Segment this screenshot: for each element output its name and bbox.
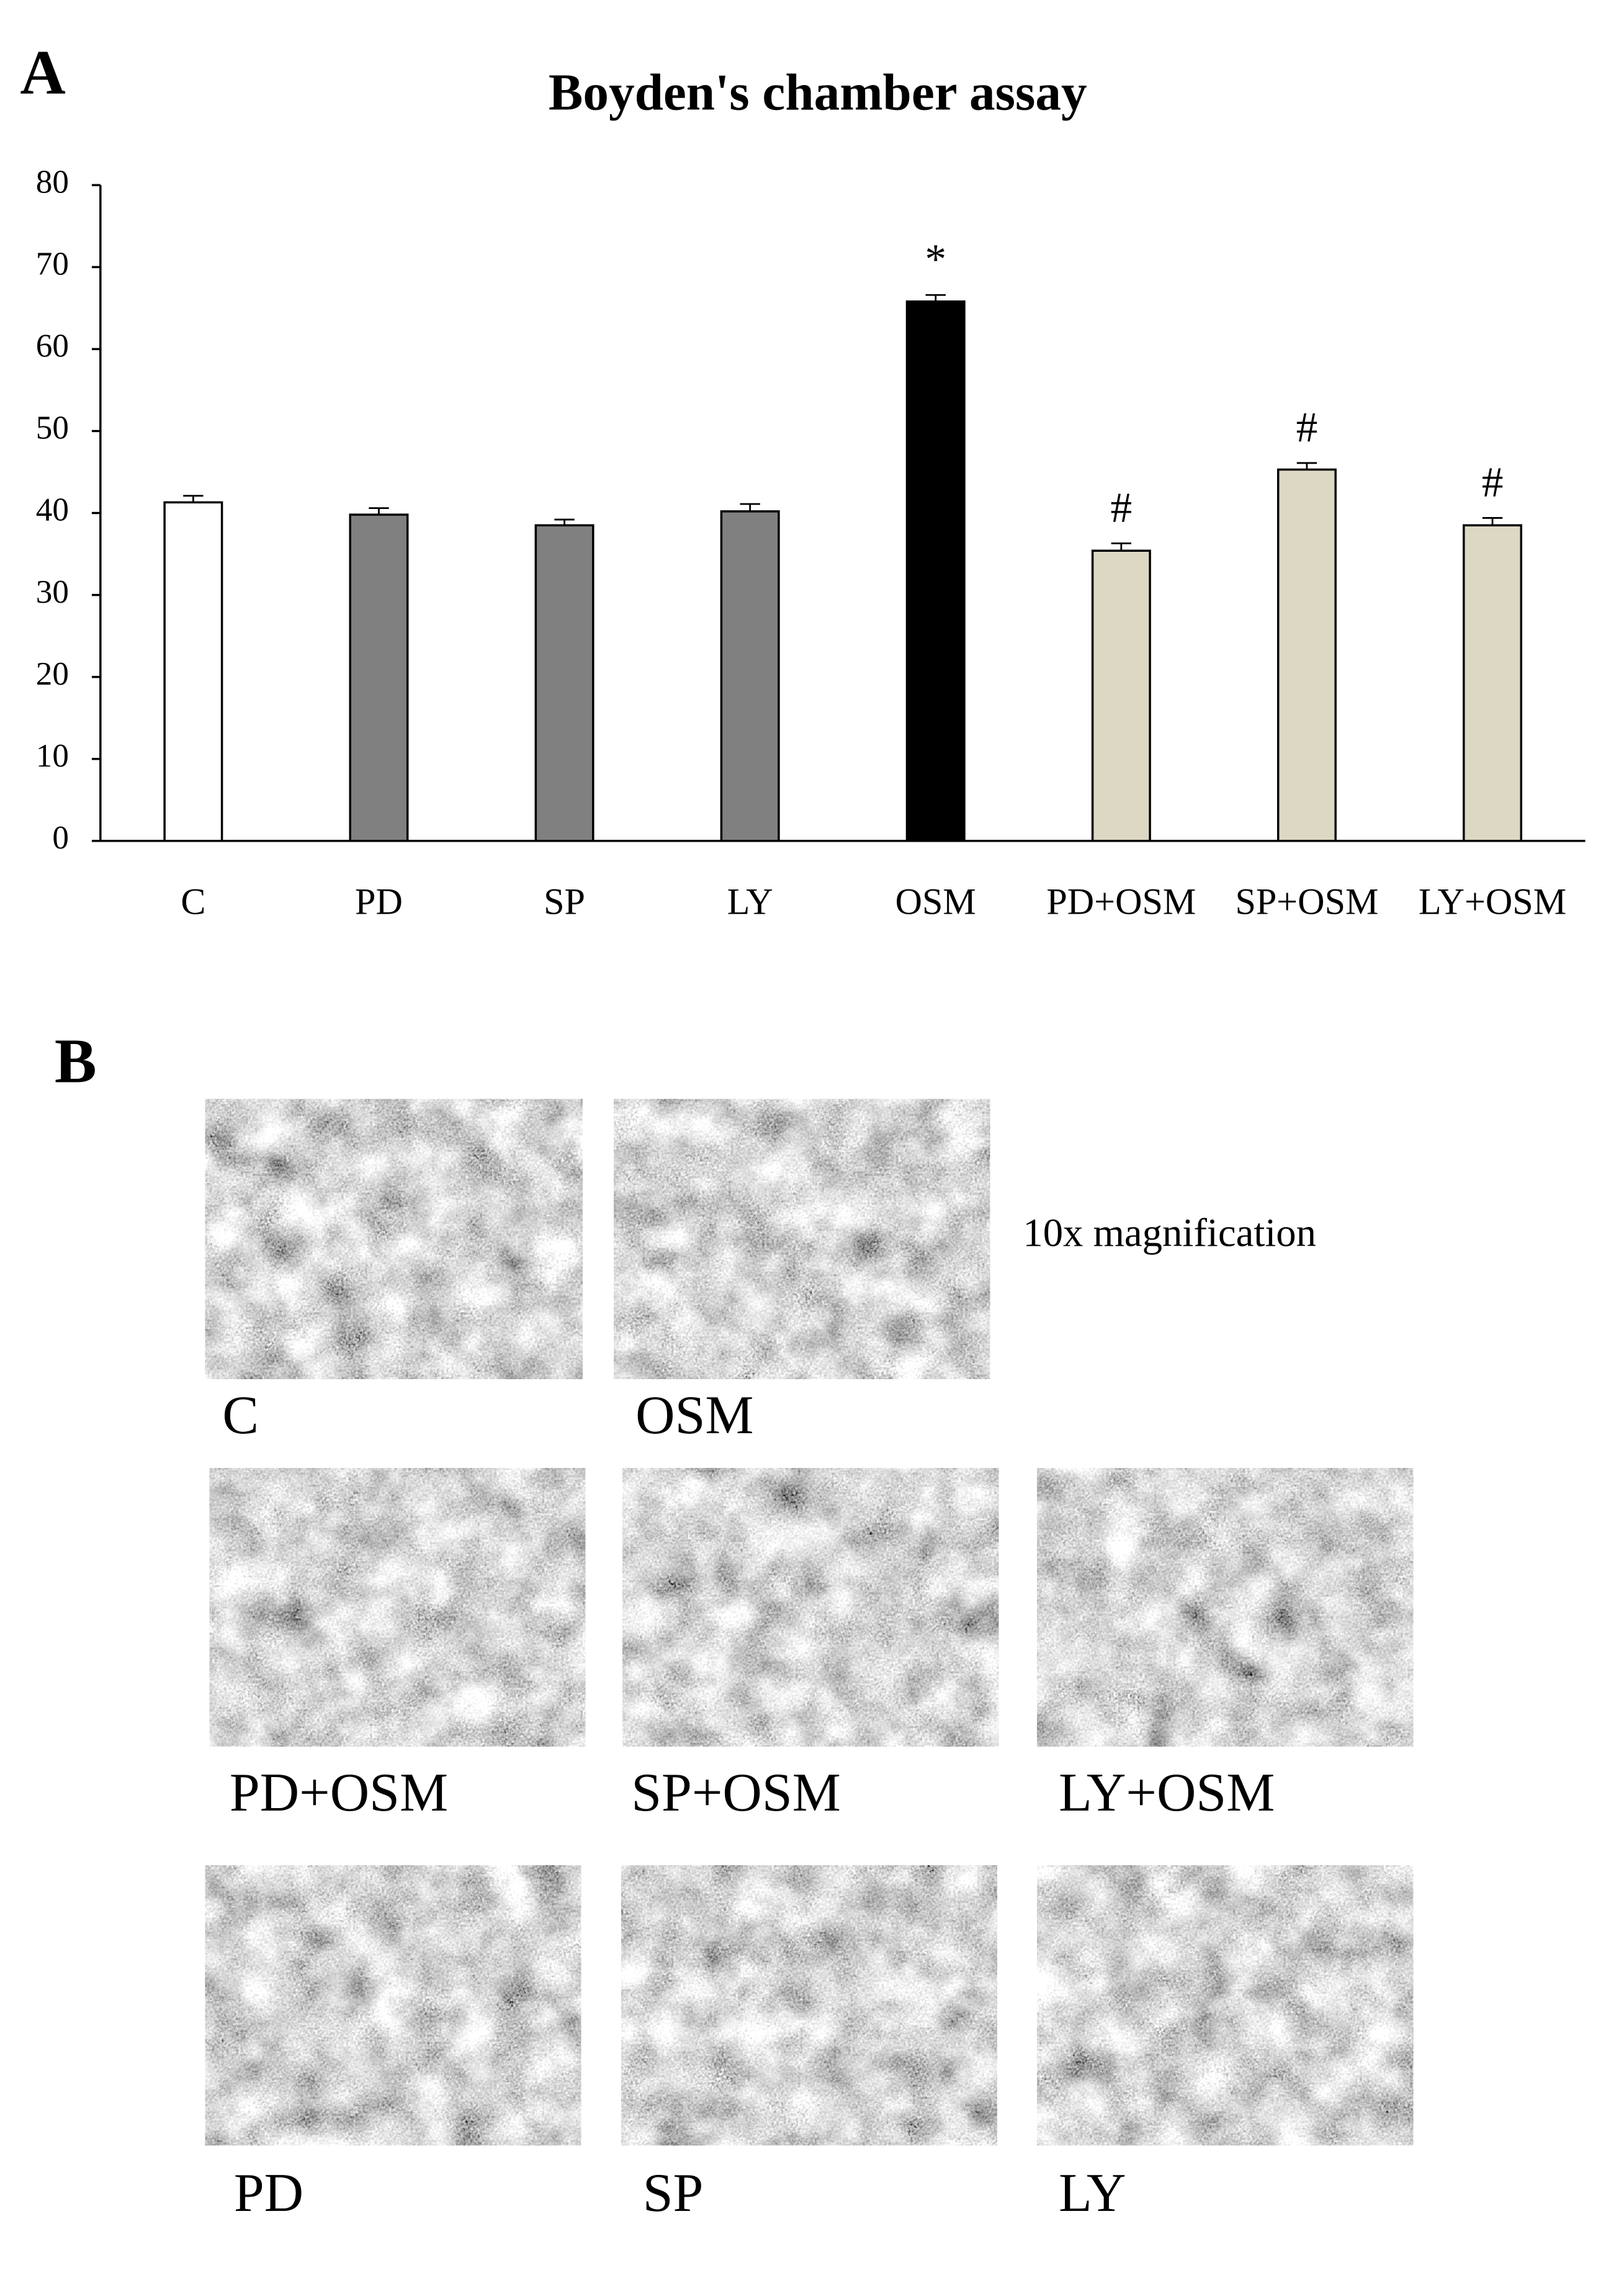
y-tick-label: 40 [36, 492, 69, 528]
bar [163, 501, 223, 842]
x-tick-label: LY+OSM [1419, 881, 1566, 923]
y-tick-label: 50 [36, 410, 69, 446]
micrograph [209, 1468, 586, 1747]
micrograph-caption: LY+OSM [1059, 1763, 1275, 1823]
micrograph-caption: SP+OSM [631, 1763, 841, 1823]
bar [720, 510, 780, 842]
y-tick-label: 0 [52, 819, 69, 856]
plot: 0 10 20 30 40 50 60 70 80 C PD SP LY OSM * PD+OSM # SP+OS… [36, 163, 1586, 923]
y-tick-label: 70 [36, 246, 69, 282]
micrograph [205, 1099, 583, 1379]
x-tick-label: LY [727, 881, 773, 923]
annotation: * [925, 235, 946, 283]
y-tick-label: 30 [36, 574, 69, 610]
micrograph-caption: PD+OSM [230, 1763, 448, 1823]
micrograph [621, 1865, 997, 2146]
micrographs: 10x magnification C OSM PD+OSM SP+OSM LY… [205, 1099, 1414, 2223]
x-tick-label: SP [544, 881, 585, 923]
micrograph-caption: LY [1059, 2163, 1126, 2223]
micrograph-caption: PD [234, 2163, 303, 2223]
panel-label: B [55, 1026, 97, 1096]
magnification-label: 10x magnification [1023, 1211, 1316, 1256]
y-tick-label: 20 [36, 655, 69, 692]
bar [1276, 468, 1337, 842]
x-tick-label: PD [355, 881, 403, 923]
bar [534, 524, 594, 842]
y-tick-label: 80 [36, 163, 69, 200]
bar [1463, 524, 1523, 842]
bar [1091, 549, 1151, 842]
micrograph [614, 1099, 990, 1379]
micrograph [1037, 1865, 1414, 2146]
annotation: # [1482, 458, 1504, 506]
annotation: # [1111, 484, 1133, 531]
x-tick-label: SP+OSM [1235, 881, 1378, 923]
bar [905, 300, 966, 842]
panel-label: A [20, 38, 65, 108]
micrograph-caption: SP [643, 2163, 704, 2223]
micrograph [205, 1865, 581, 2146]
x-tick-label: PD+OSM [1046, 881, 1196, 923]
micrograph [622, 1468, 999, 1747]
micrograph [1037, 1468, 1414, 1747]
micrograph-caption: OSM [635, 1385, 753, 1446]
micrograph-caption: C [222, 1385, 259, 1446]
x-tick-label: C [181, 881, 205, 923]
annotation: # [1296, 403, 1318, 451]
y-tick-label: 60 [36, 328, 69, 364]
chart-title: Boyden's chamber assay [549, 64, 1087, 121]
bar [349, 513, 409, 842]
y-tick-label: 10 [36, 737, 69, 774]
x-tick-label: OSM [895, 881, 976, 923]
